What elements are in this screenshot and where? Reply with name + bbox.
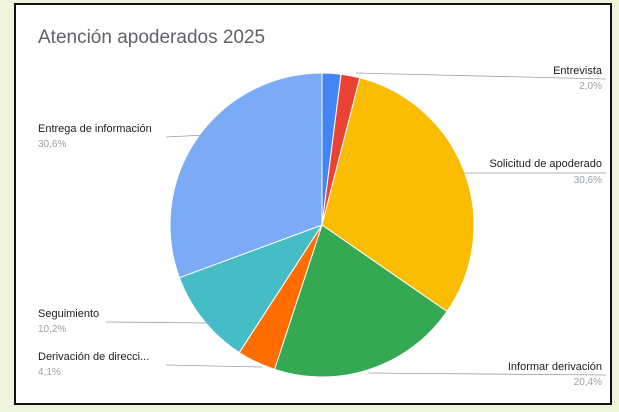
label-solicitud-de-apoderado: Solicitud de apoderado <box>489 158 602 170</box>
percent-seguimiento: 10,2% <box>38 324 67 335</box>
label-seguimiento: Seguimiento <box>38 308 100 320</box>
leader-line-5 <box>105 321 213 324</box>
chart-title: Atención apoderados 2025 <box>38 27 266 48</box>
pie-slice-3 <box>273 224 448 378</box>
percent-derivacion-de-direccion: 4,1% <box>38 367 61 378</box>
pie-slice-5 <box>178 224 324 354</box>
leader-line-6 <box>165 134 207 138</box>
leader-line-4 <box>165 364 263 368</box>
chart-frame: Atención apoderados 2025 Entrevista 2,0%… <box>14 3 612 405</box>
pie-slice-6 <box>169 72 323 279</box>
percent-informar-derivacion: 20,4% <box>573 377 602 388</box>
label-derivacion-de-direccion: Derivación de direcci... <box>38 351 150 363</box>
label-entrevista: Entrevista <box>553 65 602 77</box>
leader-line-1 <box>355 72 607 80</box>
label-informar-derivacion: Informar derivación <box>507 361 602 373</box>
leader-line-3 <box>367 372 607 376</box>
percent-entrega-de-informacion: 30,6% <box>38 139 67 150</box>
pie-slice-2 <box>321 77 475 313</box>
pie-chart <box>105 72 607 378</box>
percent-solicitud-de-apoderado: 30,6% <box>573 175 602 186</box>
percent-entrevista: 2,0% <box>579 81 602 92</box>
label-entrega-de-informacion: Entrega de información <box>38 123 152 135</box>
